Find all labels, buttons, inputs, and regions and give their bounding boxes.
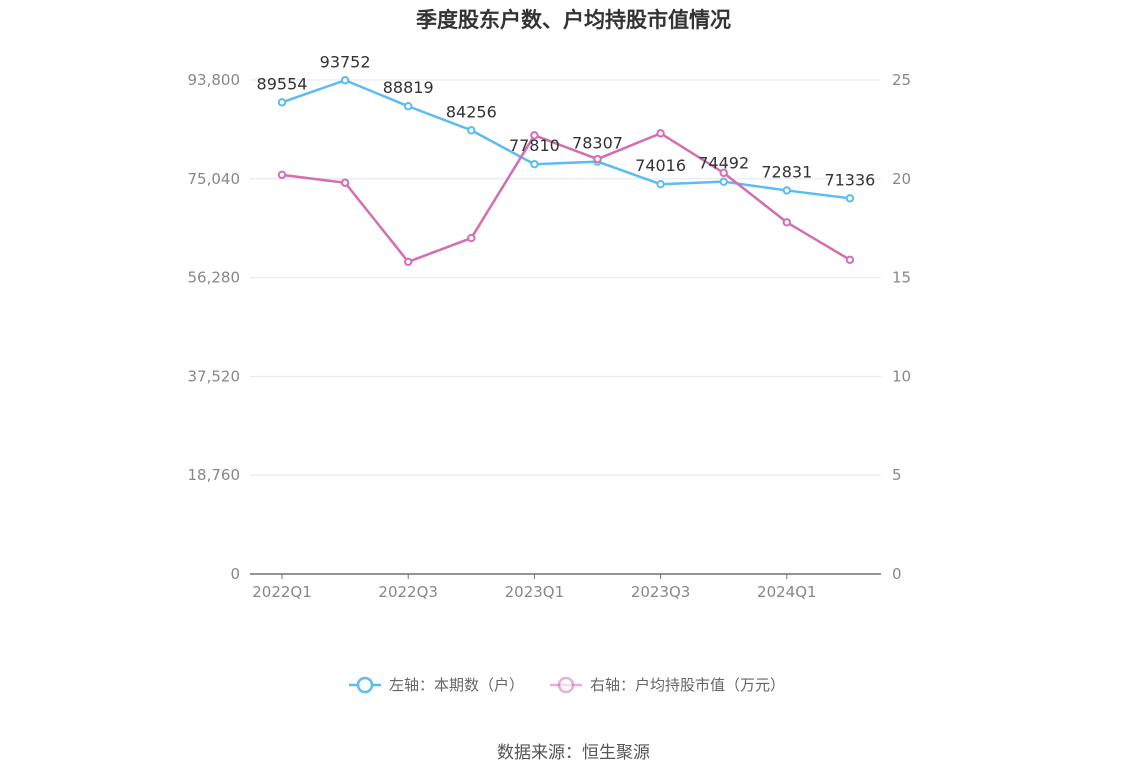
data-label: 74492 <box>698 154 749 173</box>
y-left-tick-label: 56,280 <box>188 269 241 287</box>
data-point-1 <box>782 186 791 195</box>
x-tick-label: 2023Q1 <box>505 583 565 601</box>
data-point-2 <box>656 129 665 138</box>
y-right-tick-label: 25 <box>892 71 911 89</box>
y-left-tick-label: 0 <box>230 565 240 583</box>
y-left-tick-label: 37,520 <box>188 367 241 385</box>
y-right-tick-label: 15 <box>892 269 911 287</box>
data-point-2 <box>782 218 791 227</box>
series-lines <box>281 79 851 264</box>
data-point-1 <box>530 160 539 169</box>
data-labels: 89554 93752 88819 84256 77810 78307 74016 74492… <box>257 52 876 189</box>
data-point-1 <box>404 102 413 111</box>
tick-labels: 0 0 18,760 5 37,520 10 56,280 15 75,040 20 93,800 2… <box>188 71 912 601</box>
y-left-tick-label: 18,760 <box>188 466 241 484</box>
series-line-1 <box>281 79 851 200</box>
data-point-2 <box>404 257 413 266</box>
data-label: 93752 <box>320 52 371 71</box>
data-source: 数据来源：恒生聚源 <box>497 743 650 763</box>
legend: 左轴：本期数（户） 右轴：户均持股市值（万元） <box>349 676 785 694</box>
data-point-1 <box>277 98 287 107</box>
axes <box>250 573 881 579</box>
x-tick-label: 2024Q1 <box>757 583 817 601</box>
data-point-1 <box>340 76 350 85</box>
x-tick-label: 2022Q1 <box>252 583 312 601</box>
grid-lines <box>250 79 881 476</box>
y-right-tick-label: 20 <box>892 170 911 188</box>
series-line-2 <box>281 132 851 264</box>
chart-title: 季度股东户数、户均持股市值情况 <box>416 8 731 32</box>
data-point-2 <box>719 168 728 178</box>
legend-label: 左轴：本期数（户） <box>389 676 524 694</box>
legend-label: 右轴：户均持股市值（万元） <box>590 676 785 694</box>
y-right-tick-label: 5 <box>892 466 902 484</box>
data-point-2 <box>593 154 602 164</box>
data-point-1 <box>845 194 855 203</box>
data-label: 71336 <box>824 170 875 189</box>
legend-marker <box>356 676 374 694</box>
data-point-1 <box>656 179 665 189</box>
x-tick-label: 2023Q3 <box>631 583 691 601</box>
data-label: 72831 <box>761 162 812 181</box>
legend-marker <box>557 676 575 694</box>
data-point-2 <box>277 170 287 180</box>
data-label: 89554 <box>257 74 308 93</box>
data-point-2 <box>340 178 350 187</box>
data-point-2 <box>467 233 476 243</box>
data-label: 88819 <box>383 78 434 97</box>
data-label: 84256 <box>446 102 497 121</box>
series-points <box>277 76 855 266</box>
data-point-1 <box>719 177 728 186</box>
data-point-2 <box>845 255 855 265</box>
data-point-2 <box>530 131 539 140</box>
data-point-1 <box>467 126 476 135</box>
x-tick-label: 2022Q3 <box>378 583 438 601</box>
data-label: 74016 <box>635 156 686 175</box>
y-left-tick-label: 75,040 <box>188 170 241 188</box>
data-label: 77810 <box>509 136 560 155</box>
y-right-tick-label: 10 <box>892 367 911 385</box>
y-right-tick-label: 0 <box>892 565 902 583</box>
data-label: 78307 <box>572 134 623 153</box>
y-left-tick-label: 93,800 <box>188 71 241 89</box>
